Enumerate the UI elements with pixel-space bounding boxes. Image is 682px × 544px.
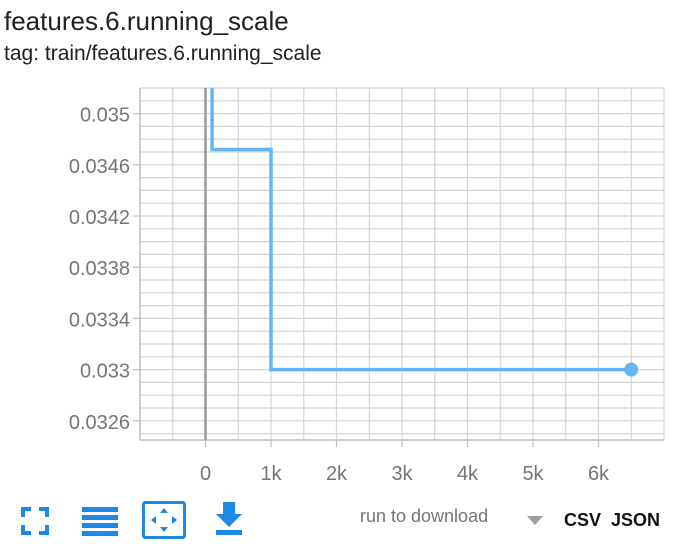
json-download-link[interactable]: JSON xyxy=(611,510,661,530)
y-tick-label: 0.0334 xyxy=(69,309,130,331)
line-chart[interactable]: 0 1k 2k 3k 4k 5k 6k 0.0326 0.033 0.0334 0.0338 0.03… xyxy=(0,0,682,500)
last-point-marker xyxy=(624,362,639,377)
download-icon[interactable] xyxy=(213,502,245,536)
table-lines-icon[interactable] xyxy=(82,506,118,536)
csv-download-link[interactable]: CSV xyxy=(564,510,602,530)
y-tick-label: 0.035 xyxy=(80,105,130,127)
chart-tag: tag: train/features.6.running_scale xyxy=(4,42,322,65)
fit-to-data-icon[interactable] xyxy=(142,501,186,539)
y-tick-label: 0.0342 xyxy=(69,207,130,229)
x-tick-label: 4k xyxy=(457,463,479,485)
x-tick-label: 1k xyxy=(260,463,282,485)
expand-icon[interactable] xyxy=(20,506,50,536)
x-tick-label: 0 xyxy=(200,463,211,485)
x-tick-label: 2k xyxy=(326,463,348,485)
chevron-down-icon[interactable] xyxy=(527,516,543,525)
y-tick-label: 0.0338 xyxy=(69,258,130,280)
series-line xyxy=(210,88,632,372)
x-tick-label: 6k xyxy=(588,463,610,485)
y-tick-label: 0.033 xyxy=(80,361,130,383)
x-tick-label: 5k xyxy=(522,463,544,485)
y-tick-label: 0.0346 xyxy=(69,156,130,178)
y-tick-label: 0.0326 xyxy=(69,412,130,434)
chart-title: features.6.running_scale xyxy=(4,6,289,36)
run-to-download-select[interactable]: run to download xyxy=(360,506,489,526)
x-tick-label: 3k xyxy=(391,463,413,485)
